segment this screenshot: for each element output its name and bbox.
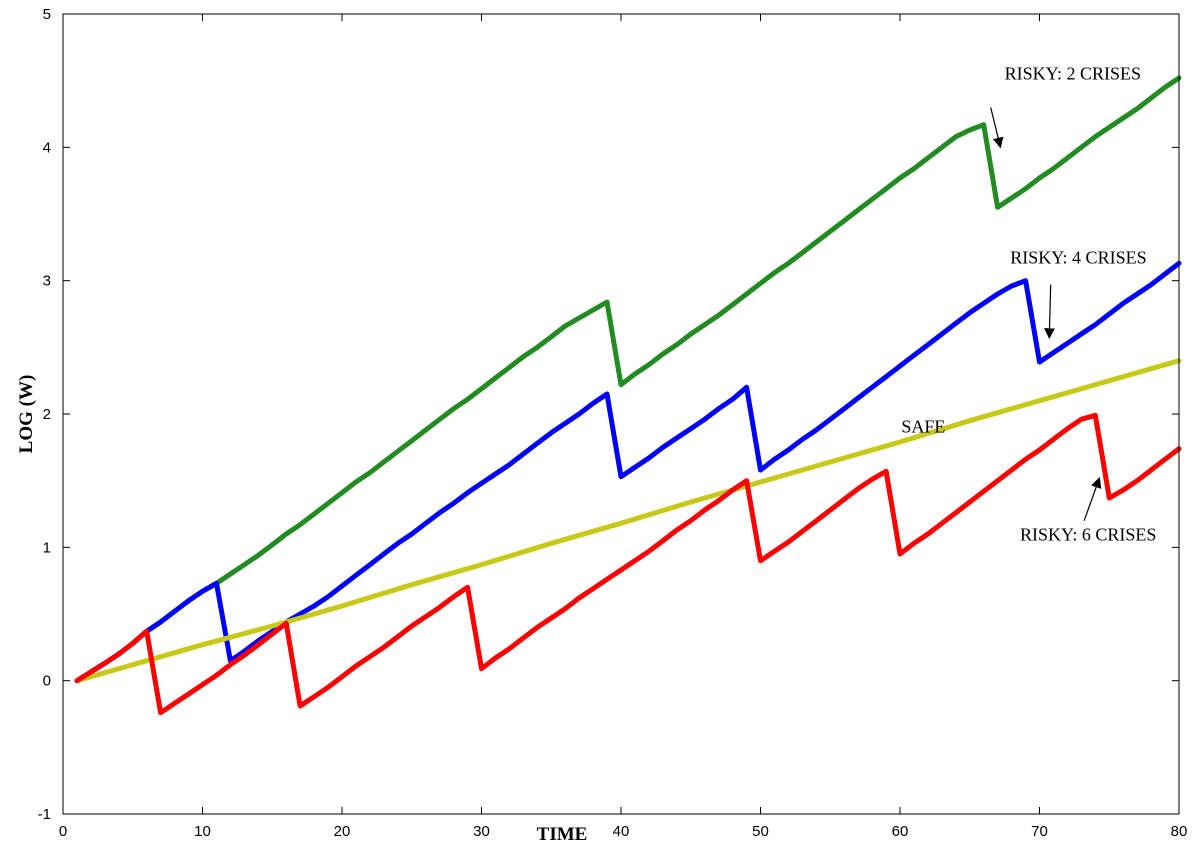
x-tick-label: 50 bbox=[752, 823, 769, 840]
series-line-3 bbox=[74, 358, 1182, 684]
y-tick-label: 0 bbox=[43, 673, 51, 690]
ticks-layer: 0 10 20 30 40 50 60 70 80 -1 0 1 2 3 4 5 bbox=[38, 6, 1188, 840]
annotation-layer: RISKY: 2 CRISES RISKY: 4 CRISES SAFE RISKY:… bbox=[901, 63, 1156, 544]
x-tick-label: 70 bbox=[1031, 823, 1048, 840]
series-line-2 bbox=[74, 260, 1182, 684]
annotation-arrow-4 bbox=[1083, 476, 1102, 521]
x-tick-label: 30 bbox=[473, 823, 490, 840]
annotation-arrow-2 bbox=[1044, 284, 1055, 340]
x-tick-label: 60 bbox=[892, 823, 909, 840]
annotation-arrow-1 bbox=[990, 107, 1004, 149]
y-tick-label: 4 bbox=[43, 139, 51, 156]
x-axis-title: TIME bbox=[537, 824, 588, 845]
x-tick-label: 20 bbox=[334, 823, 351, 840]
y-tick-label: 2 bbox=[43, 406, 51, 423]
y-axis-title: LOG (W) bbox=[16, 375, 37, 454]
y-tick-label: -1 bbox=[38, 806, 51, 823]
plot-area bbox=[63, 14, 1179, 814]
x-tick-label: 0 bbox=[59, 823, 67, 840]
y-tick-label: 3 bbox=[43, 273, 51, 290]
x-tick-label: 80 bbox=[1171, 823, 1188, 840]
series-line-4 bbox=[74, 412, 1182, 716]
x-tick-label: 10 bbox=[194, 823, 211, 840]
annotation-label-4: RISKY: 6 CRISES bbox=[1020, 525, 1156, 545]
annotation-label-1: RISKY: 2 CRISES bbox=[1005, 63, 1141, 83]
series-layer bbox=[74, 75, 1182, 716]
annotation-label-3: SAFE bbox=[901, 417, 945, 437]
y-tick-label: 1 bbox=[43, 539, 51, 556]
y-tick-label: 5 bbox=[43, 6, 51, 23]
x-tick-label: 40 bbox=[613, 823, 630, 840]
series-line-1 bbox=[74, 75, 1182, 684]
annotation-label-2: RISKY: 4 CRISES bbox=[1010, 247, 1146, 267]
